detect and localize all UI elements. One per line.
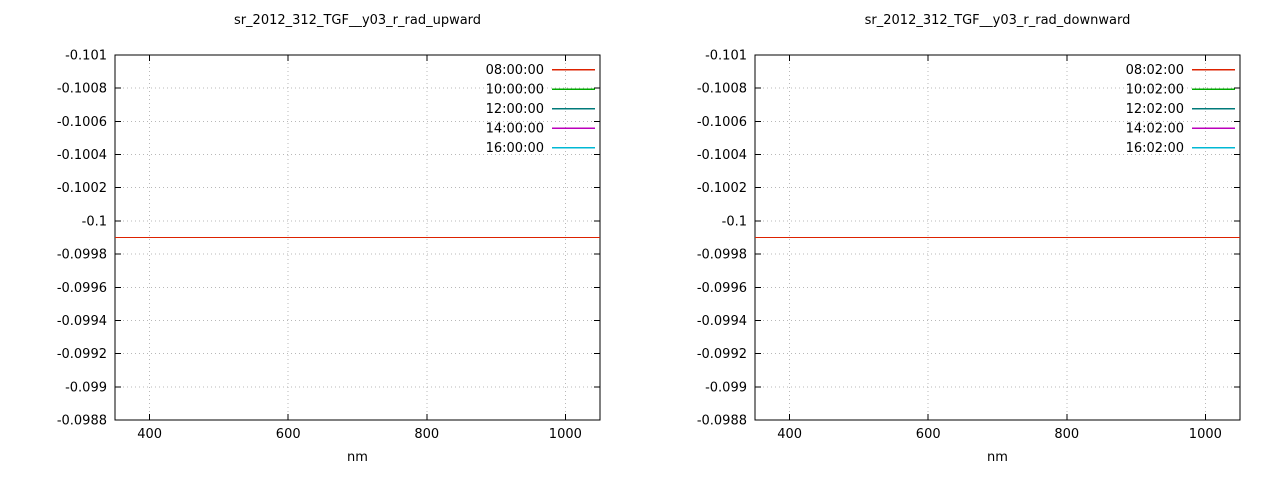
x-axis-label: nm [987, 450, 1008, 465]
legend-label: 10:00:00 [486, 83, 544, 98]
legend-label: 08:02:00 [1126, 63, 1184, 78]
y-tick-label: -0.0998 [57, 248, 107, 263]
y-tick-label: -0.0992 [697, 347, 747, 362]
legend-label: 12:00:00 [486, 102, 544, 117]
legend-label: 12:02:00 [1126, 102, 1184, 117]
y-tick-label: -0.1 [82, 214, 107, 229]
x-tick-label: 600 [276, 427, 301, 442]
legend-label: 16:02:00 [1126, 141, 1184, 156]
x-axis-label: nm [347, 450, 368, 465]
y-tick-label: -0.1004 [697, 148, 747, 163]
y-tick-label: -0.0988 [57, 414, 107, 429]
x-tick-label: 600 [916, 427, 941, 442]
y-tick-label: -0.101 [705, 49, 747, 64]
x-tick-label: 800 [414, 427, 439, 442]
legend-label: 14:00:00 [486, 122, 544, 137]
y-tick-label: -0.1008 [697, 82, 747, 97]
legend-label: 16:00:00 [486, 141, 544, 156]
y-tick-label: -0.0996 [57, 281, 107, 296]
legend-label: 14:02:00 [1126, 122, 1184, 137]
x-tick-label: 400 [137, 427, 162, 442]
y-tick-label: -0.1002 [57, 181, 107, 196]
y-tick-label: -0.0994 [57, 314, 107, 329]
plot-canvas-downward: 400 600 800 1000 -0.101 -0.1008 -0.1006 -0.1004… [697, 49, 1241, 442]
y-tick-label: -0.0998 [697, 248, 747, 263]
plot-canvas-upward: 400 600 800 1000 -0.101 -0.1008 -0.1006 -0.1004… [57, 49, 601, 442]
chart-title: sr_2012_312_TGF__y03_r_rad_upward [233, 13, 482, 28]
y-tick-label: -0.0992 [57, 347, 107, 362]
y-tick-label: -0.099 [705, 380, 747, 395]
chart-rad-upward: sr_2012_312_TGF__y03_r_rad_upward 400 600… [57, 13, 601, 465]
y-tick-label: -0.101 [65, 49, 107, 64]
y-tick-label: -0.0988 [697, 414, 747, 429]
y-tick-label: -0.1004 [57, 148, 107, 163]
y-tick-label: -0.1006 [57, 115, 107, 130]
y-tick-label: -0.1008 [57, 82, 107, 97]
y-tick-label: -0.0996 [697, 281, 747, 296]
x-tick-label: 1000 [1189, 427, 1222, 442]
legend-label: 08:00:00 [486, 63, 544, 78]
y-tick-label: -0.1006 [697, 115, 747, 130]
x-tick-label: 400 [777, 427, 802, 442]
y-tick-label: -0.1 [722, 214, 747, 229]
chart-title: sr_2012_312_TGF__y03_r_rad_downward [864, 13, 1131, 28]
y-tick-label: -0.1002 [697, 181, 747, 196]
x-tick-label: 800 [1054, 427, 1079, 442]
x-tick-label: 1000 [549, 427, 582, 442]
y-tick-label: -0.0994 [697, 314, 747, 329]
legend-label: 10:02:00 [1126, 83, 1184, 98]
y-tick-label: -0.099 [65, 380, 107, 395]
chart-rad-downward: sr_2012_312_TGF__y03_r_rad_downward 400 6… [640, 0, 1280, 480]
